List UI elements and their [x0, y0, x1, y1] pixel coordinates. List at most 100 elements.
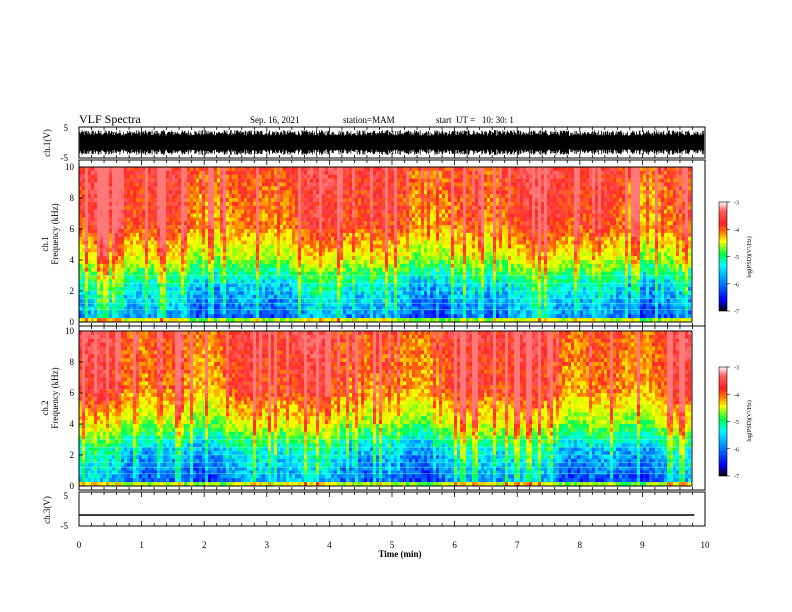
spectrogram-cell: [220, 306, 224, 311]
spectrogram-cell: [274, 263, 278, 268]
spectrogram-cell: [109, 244, 113, 249]
spectrogram-cell: [433, 279, 437, 284]
spectrogram-cell: [334, 283, 338, 288]
spectrogram-cell: [109, 267, 113, 272]
spectrogram-cell: [328, 275, 332, 280]
spectrogram-cell: [178, 294, 182, 299]
spectrogram-cell: [232, 221, 236, 226]
spectrogram-cell: [181, 271, 185, 276]
spectrogram-cell: [304, 279, 308, 284]
spectrogram-cell: [283, 178, 287, 183]
spectrogram-cell: [358, 298, 362, 303]
spectrogram-cell: [133, 182, 137, 187]
spectrogram-cell: [253, 302, 257, 307]
spectrogram-cell: [367, 248, 371, 253]
spectrogram-cell: [286, 263, 290, 268]
spectrogram-cell: [388, 256, 392, 261]
spectrogram-cell: [151, 213, 155, 218]
spectrogram-cell: [172, 174, 176, 179]
spectrogram-cell: [331, 182, 335, 187]
spectrogram-cell: [250, 271, 254, 276]
spectrogram-cell: [268, 225, 272, 230]
spectrogram-cell: [385, 167, 389, 172]
spectrogram-cell: [391, 236, 395, 241]
spectrogram-cell: [367, 314, 371, 319]
spectrogram-cell: [202, 306, 206, 311]
spectrogram-cell: [427, 167, 431, 172]
spectrogram-cell: [127, 256, 131, 261]
spectrogram-cell: [256, 244, 260, 249]
spectrogram-cell: [142, 213, 146, 218]
spectrogram-cell: [400, 283, 404, 288]
spectrogram-cell: [370, 302, 374, 307]
spectrogram-cell: [193, 310, 197, 315]
spectrogram-cell: [196, 221, 200, 226]
spectrogram-cell: [181, 263, 185, 268]
spectrogram-cell: [151, 267, 155, 272]
spectrogram-cell: [115, 225, 119, 230]
spectrogram-cell: [79, 225, 83, 230]
spectrogram-cell: [427, 302, 431, 307]
spectrogram-cell: [430, 174, 434, 179]
spectrogram-cell: [382, 283, 386, 288]
spectrogram-cell: [421, 291, 425, 296]
spectrogram-cell: [181, 225, 185, 230]
spectrogram-cell: [103, 186, 107, 191]
spectrogram-cell: [124, 198, 128, 203]
spectrogram-cell: [121, 318, 125, 323]
spectrogram-cell: [436, 205, 440, 210]
spectrogram-cell: [340, 186, 344, 191]
spectrogram-cell: [361, 318, 365, 323]
spectrogram-cell: [235, 240, 239, 245]
spectrogram-cell: [421, 182, 425, 187]
spectrogram-cell: [400, 229, 404, 234]
spectrogram-cell: [229, 291, 233, 296]
spectrogram-cell: [370, 271, 374, 276]
spectrogram-cell: [343, 209, 347, 214]
spectrogram-cell: [355, 236, 359, 241]
spectrogram-cell: [121, 182, 125, 187]
spectrogram-cell: [112, 302, 116, 307]
spectrogram-cell: [274, 294, 278, 299]
spectrogram-cell: [397, 240, 401, 245]
spectrogram-cell: [367, 310, 371, 315]
spectrogram-cell: [322, 314, 326, 319]
spectrogram-cell: [139, 232, 143, 237]
spectrogram-cell: [397, 182, 401, 187]
spectrogram-cell: [253, 170, 257, 175]
spectrogram-cell: [157, 213, 161, 218]
spectrogram-cell: [190, 287, 194, 292]
spectrogram-cell: [262, 260, 266, 265]
spectrogram-cell: [265, 271, 269, 276]
spectrogram-cell: [139, 244, 143, 249]
spectrogram-cell: [352, 260, 356, 265]
spectrogram-cell: [328, 314, 332, 319]
spectrogram-cell: [238, 205, 242, 210]
spectrogram-cell: [292, 190, 296, 195]
spectrogram-cell: [193, 318, 197, 323]
spectrogram-cell: [292, 248, 296, 253]
spectrogram-cell: [337, 260, 341, 265]
spectrogram-cell: [292, 275, 296, 280]
spectrogram-cell: [97, 252, 101, 257]
spectrogram-cell: [199, 198, 203, 203]
spectrogram-cell: [292, 256, 296, 261]
spectrogram-cell: [439, 186, 443, 191]
spectrogram-cell: [103, 182, 107, 187]
spectrogram-cell: [85, 240, 89, 245]
spectrogram-cell: [184, 240, 188, 245]
spectrogram-cell: [328, 298, 332, 303]
spectrogram-cell: [205, 225, 209, 230]
spectrogram-cell: [235, 201, 239, 206]
spectrogram-cell: [85, 310, 89, 315]
spectrogram-cell: [283, 256, 287, 261]
spectrogram-cell: [361, 298, 365, 303]
spectrogram-cell: [247, 252, 251, 257]
spectrogram-cell: [91, 240, 95, 245]
spectrogram-cell: [157, 256, 161, 261]
spectrogram-cell: [163, 302, 167, 307]
spectrogram-cell: [256, 271, 260, 276]
spectrogram-cell: [358, 267, 362, 272]
spectrogram-cell: [268, 194, 272, 199]
spectrogram-cell: [190, 252, 194, 257]
